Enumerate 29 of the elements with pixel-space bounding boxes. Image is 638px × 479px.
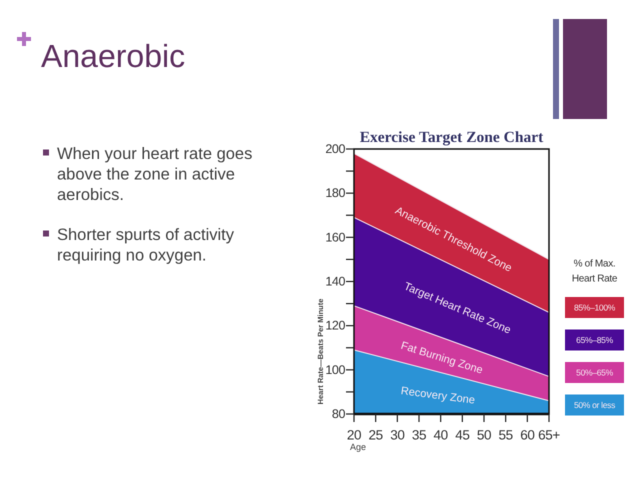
y-tick-label: 200 [325,142,346,156]
chart-title: Exercise Target Zone Chart [360,129,544,146]
y-tick-label: 140 [325,274,346,288]
annotation: Target Heart Rate Zone [402,280,513,337]
legend-title: % of Max. Heart Rate [572,258,618,284]
text: When your heart rate goes above the zone in active aerobics. [57,145,252,204]
text: Shorter spurts of activity requiring no oxygen. [57,226,235,264]
text: 65%–85% [576,335,614,345]
y-tick-label: 180 [325,186,346,200]
text: Anaerobic [41,38,186,74]
x-tick-label: 30 [390,428,404,442]
x-tick-label: 50 [476,428,492,442]
x-tick-label: 25 [368,428,383,442]
x-tick-label: 60 [520,428,534,442]
y-tick-label: 80 [332,407,346,421]
text: 50% or less [574,400,616,410]
text: 50%–65% [576,368,614,378]
x-tick-label: 40 [434,428,448,442]
x-tick-label: 65+ [538,428,560,442]
x-tick-label: 35 [412,428,426,442]
x-tick-label: 45 [455,428,470,442]
y-tick-label: 160 [325,230,346,244]
x-tick-label: 55 [498,428,513,442]
x-axis-title: Age [350,442,366,452]
text: 85%–100% [574,302,616,312]
x-tick-label: 20 [346,428,362,442]
annotation: Recovery Zone [400,385,476,407]
y-tick-label: 120 [325,318,346,333]
y-tick-label: 100 [325,362,346,377]
